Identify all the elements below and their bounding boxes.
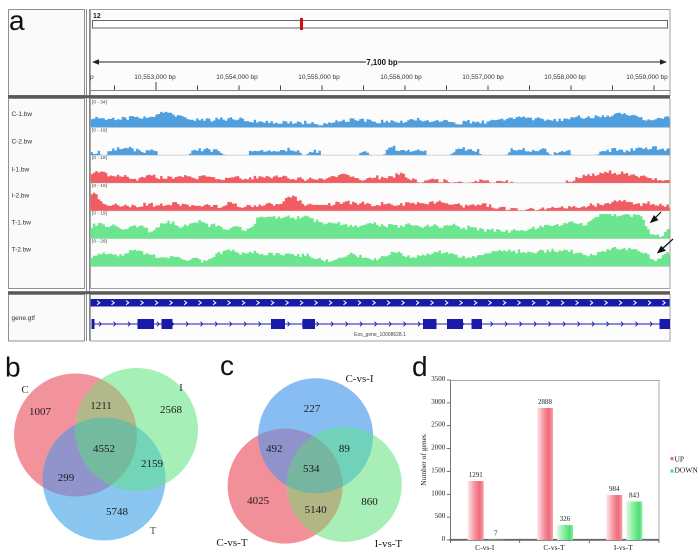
- svg-text:89: 89: [339, 443, 351, 455]
- svg-text:I-vs-T: I-vs-T: [375, 538, 403, 550]
- svg-text:2500: 2500: [431, 421, 446, 429]
- svg-text:3500: 3500: [431, 375, 446, 383]
- svg-text:Eos_gene_10008628.1: Eos_gene_10008628.1: [354, 332, 406, 338]
- svg-text:UP: UP: [675, 455, 685, 464]
- svg-text:326: 326: [560, 515, 571, 523]
- svg-text:C-vs-T: C-vs-T: [216, 537, 247, 549]
- svg-text:C-vs-I: C-vs-I: [475, 543, 495, 552]
- svg-text:I: I: [179, 382, 183, 394]
- svg-text:492: 492: [266, 443, 283, 455]
- svg-text:1000: 1000: [431, 489, 446, 497]
- svg-text:[0 - 29]: [0 - 29]: [92, 239, 107, 245]
- svg-text:I-2.bw: I-2.bw: [12, 192, 30, 199]
- svg-text:4025: 4025: [247, 495, 270, 507]
- svg-text:[0 - 19]: [0 - 19]: [92, 155, 107, 161]
- svg-text:[0 - 19]: [0 - 19]: [92, 211, 107, 217]
- svg-text:10,553,000 bp: 10,553,000 bp: [134, 74, 176, 81]
- svg-text:C-2.bw: C-2.bw: [12, 138, 33, 145]
- svg-text:1500: 1500: [431, 466, 446, 474]
- svg-text:10,556,000 bp: 10,556,000 bp: [380, 74, 422, 81]
- svg-text:Number of genes: Number of genes: [419, 434, 428, 486]
- svg-text:5748: 5748: [106, 506, 129, 518]
- svg-text:2888: 2888: [538, 398, 553, 406]
- svg-text:7: 7: [494, 530, 498, 538]
- svg-text:T-1.bw: T-1.bw: [12, 219, 32, 226]
- svg-text:860: 860: [361, 496, 378, 508]
- svg-text:C-vs-I: C-vs-I: [345, 373, 373, 385]
- svg-text:10,554,000 bp: 10,554,000 bp: [216, 74, 258, 81]
- svg-text:[0 - 34]: [0 - 34]: [92, 100, 107, 106]
- svg-text:10,559,000 bp: 10,559,000 bp: [626, 74, 668, 81]
- svg-text:b: b: [5, 355, 21, 383]
- svg-text:984: 984: [609, 485, 620, 493]
- svg-text:0: 0: [442, 535, 446, 543]
- svg-text:a: a: [9, 5, 25, 36]
- svg-text:1211: 1211: [90, 400, 112, 412]
- svg-text:299: 299: [58, 472, 75, 484]
- svg-text:gene.gtf: gene.gtf: [12, 315, 36, 322]
- svg-text:2159: 2159: [141, 458, 164, 470]
- svg-text:I-1.bw: I-1.bw: [12, 166, 30, 173]
- svg-text:1007: 1007: [29, 406, 52, 418]
- svg-text:4552: 4552: [93, 443, 115, 455]
- svg-text:534: 534: [303, 463, 320, 475]
- svg-text:p: p: [90, 74, 94, 81]
- svg-text:T-2.bw: T-2.bw: [12, 246, 32, 253]
- svg-text:d: d: [412, 355, 428, 382]
- svg-text:12: 12: [93, 13, 101, 20]
- svg-text:1291: 1291: [469, 471, 484, 479]
- svg-text:2568: 2568: [160, 404, 183, 416]
- svg-text:C-vs-T: C-vs-T: [543, 543, 565, 552]
- svg-text:[0 - 19]: [0 - 19]: [92, 183, 107, 189]
- svg-text:2000: 2000: [431, 444, 446, 452]
- svg-text:227: 227: [304, 403, 321, 415]
- svg-text:7,100 bp: 7,100 bp: [366, 58, 397, 67]
- svg-text:[0 - 19]: [0 - 19]: [92, 127, 107, 133]
- svg-text:500: 500: [435, 512, 446, 520]
- svg-text:T: T: [150, 525, 157, 537]
- svg-text:10,558,000 bp: 10,558,000 bp: [544, 74, 586, 81]
- svg-text:10,555,000 bp: 10,555,000 bp: [298, 74, 340, 81]
- svg-text:I-vs-T: I-vs-T: [614, 543, 633, 552]
- svg-text:5140: 5140: [305, 504, 328, 516]
- svg-text:843: 843: [629, 492, 640, 500]
- svg-text:3000: 3000: [431, 398, 446, 406]
- svg-text:10,557,000 bp: 10,557,000 bp: [462, 74, 504, 81]
- svg-text:DOWN: DOWN: [675, 466, 699, 475]
- svg-text:C-1.bw: C-1.bw: [12, 111, 33, 118]
- svg-text:C: C: [21, 384, 28, 396]
- svg-text:c: c: [220, 355, 234, 381]
